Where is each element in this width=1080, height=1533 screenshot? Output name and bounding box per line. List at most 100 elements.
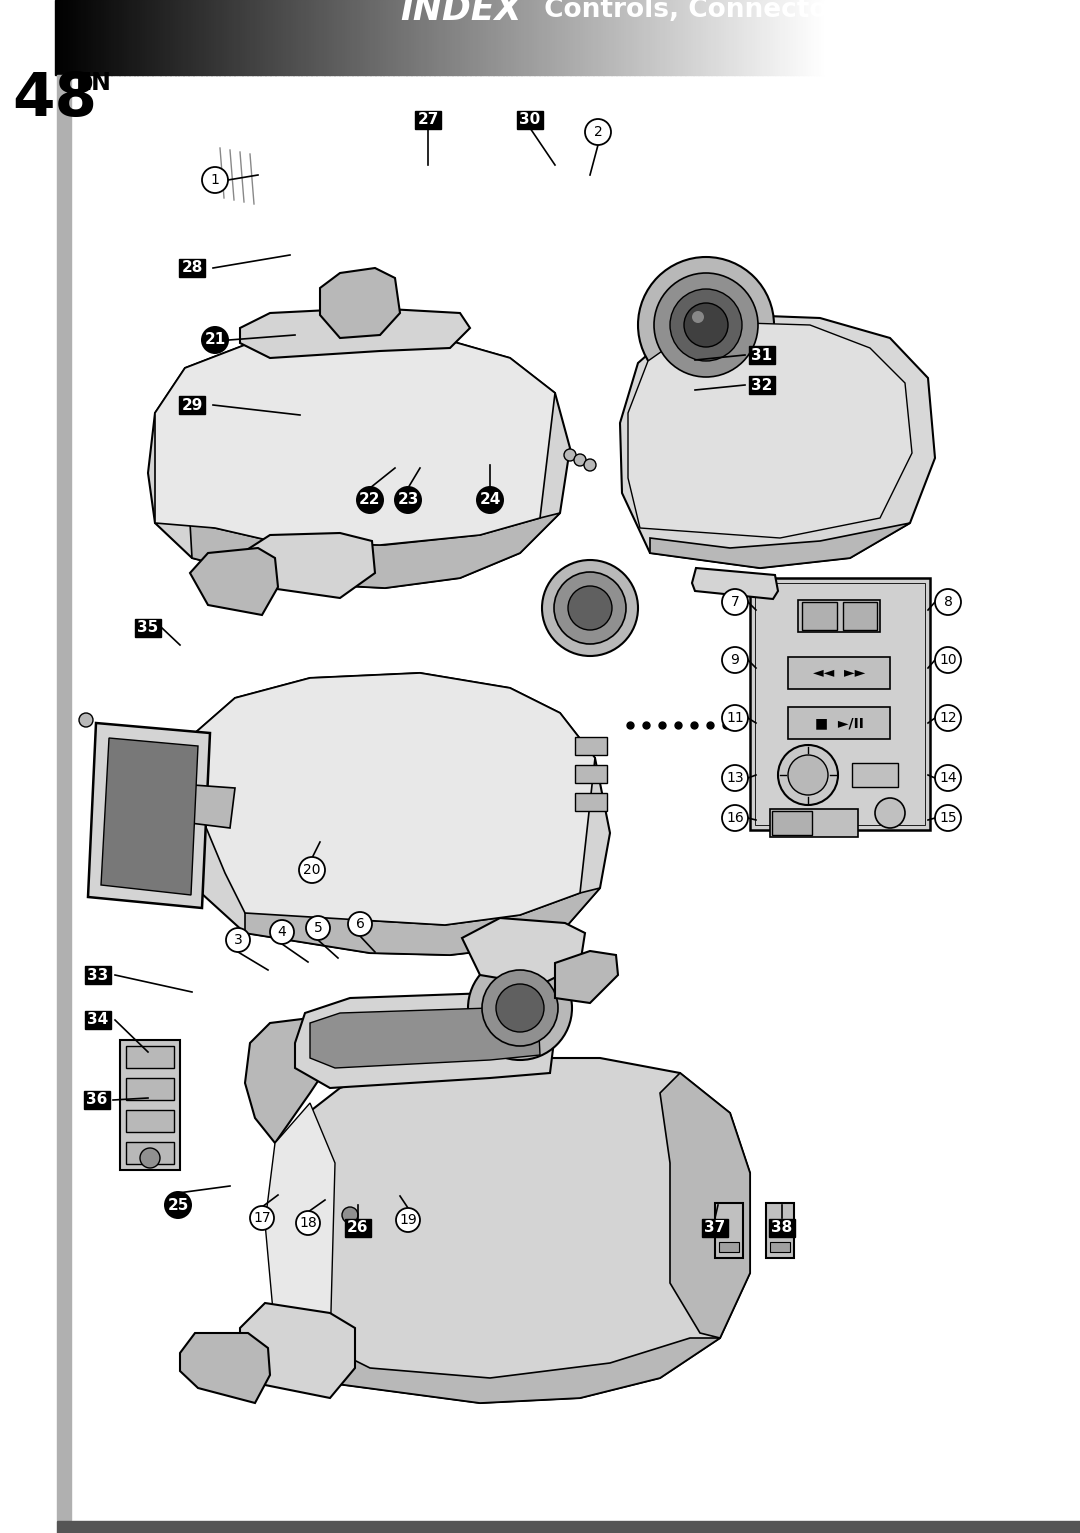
Bar	[873, 0, 876, 75]
Bar	[85, 0, 89, 75]
Bar	[1018, 0, 1022, 75]
Bar	[160, 0, 163, 75]
Bar	[527, 0, 529, 75]
Bar	[1062, 0, 1065, 75]
Bar	[990, 0, 994, 75]
Bar	[563, 0, 566, 75]
Polygon shape	[242, 533, 375, 598]
Bar	[703, 0, 706, 75]
Circle shape	[164, 1191, 192, 1219]
Bar	[145, 0, 148, 75]
Bar	[316, 0, 320, 75]
Bar	[470, 0, 473, 75]
Bar	[1031, 0, 1035, 75]
Bar	[165, 0, 168, 75]
Bar	[768, 0, 770, 75]
Bar	[85, 966, 111, 984]
Circle shape	[585, 120, 611, 146]
Bar	[639, 0, 643, 75]
Bar	[832, 0, 835, 75]
Polygon shape	[148, 333, 570, 589]
Text: 8: 8	[944, 595, 953, 609]
Bar	[658, 0, 660, 75]
Bar	[878, 0, 880, 75]
Bar	[698, 0, 701, 75]
Bar	[106, 0, 109, 75]
Bar	[670, 0, 673, 75]
Bar	[477, 0, 481, 75]
Bar	[686, 0, 688, 75]
Bar	[985, 0, 988, 75]
Bar	[721, 0, 725, 75]
Bar	[849, 0, 852, 75]
Bar	[68, 0, 71, 75]
Bar	[772, 0, 775, 75]
Text: 35: 35	[137, 621, 159, 636]
Bar	[649, 0, 652, 75]
Bar	[240, 0, 243, 75]
Bar	[951, 0, 955, 75]
Bar	[955, 0, 958, 75]
Bar	[977, 0, 981, 75]
Bar	[826, 0, 829, 75]
Bar	[575, 793, 607, 811]
Bar	[98, 0, 102, 75]
Circle shape	[584, 458, 596, 471]
Bar	[993, 0, 996, 75]
Bar	[755, 0, 758, 75]
Bar	[524, 0, 527, 75]
Bar	[539, 0, 542, 75]
Bar	[227, 0, 230, 75]
Bar	[468, 0, 471, 75]
Circle shape	[554, 572, 626, 644]
Bar	[770, 1242, 789, 1252]
Bar	[748, 346, 775, 363]
Bar	[462, 0, 465, 75]
Bar	[281, 0, 284, 75]
Bar	[179, 396, 205, 414]
Bar	[1050, 0, 1052, 75]
Circle shape	[778, 745, 838, 805]
Bar	[496, 0, 499, 75]
Bar	[378, 0, 381, 75]
Text: 25: 25	[167, 1197, 189, 1213]
Bar	[245, 0, 247, 75]
Text: 24: 24	[480, 492, 501, 507]
Bar	[959, 0, 962, 75]
Bar	[742, 0, 745, 75]
Bar	[408, 0, 411, 75]
Bar	[347, 0, 350, 75]
Bar	[780, 0, 783, 75]
Bar	[886, 0, 889, 75]
Circle shape	[306, 917, 330, 940]
Bar	[888, 0, 891, 75]
Bar	[265, 0, 268, 75]
Text: 5: 5	[313, 921, 322, 935]
Bar	[453, 0, 456, 75]
Bar	[808, 0, 811, 75]
Bar	[750, 0, 753, 75]
Circle shape	[356, 486, 384, 514]
Bar	[404, 0, 406, 75]
Bar	[329, 0, 333, 75]
Bar	[608, 0, 611, 75]
Bar	[535, 0, 537, 75]
Bar	[332, 0, 335, 75]
Text: 11: 11	[726, 711, 744, 725]
Bar	[701, 0, 704, 75]
Bar	[788, 707, 890, 739]
Bar	[460, 0, 463, 75]
Bar	[531, 0, 535, 75]
Bar	[345, 1219, 372, 1237]
Bar	[901, 0, 904, 75]
Polygon shape	[180, 1334, 270, 1403]
Bar	[598, 0, 602, 75]
Bar	[206, 0, 210, 75]
Bar	[55, 0, 58, 75]
Bar	[322, 0, 325, 75]
Bar	[860, 0, 863, 75]
Bar	[367, 0, 370, 75]
Bar	[683, 0, 686, 75]
Bar	[575, 765, 607, 783]
Circle shape	[394, 486, 422, 514]
